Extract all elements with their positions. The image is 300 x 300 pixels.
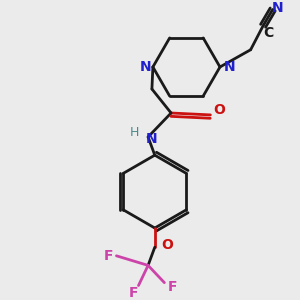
Text: N: N (272, 1, 283, 15)
Text: N: N (146, 132, 158, 146)
Text: O: O (161, 238, 173, 252)
Text: F: F (167, 280, 177, 294)
Text: H: H (130, 126, 140, 139)
Text: F: F (104, 249, 113, 263)
Text: N: N (140, 60, 151, 74)
Text: O: O (213, 103, 225, 117)
Text: F: F (129, 286, 139, 300)
Text: N: N (224, 60, 236, 74)
Text: C: C (263, 26, 273, 40)
